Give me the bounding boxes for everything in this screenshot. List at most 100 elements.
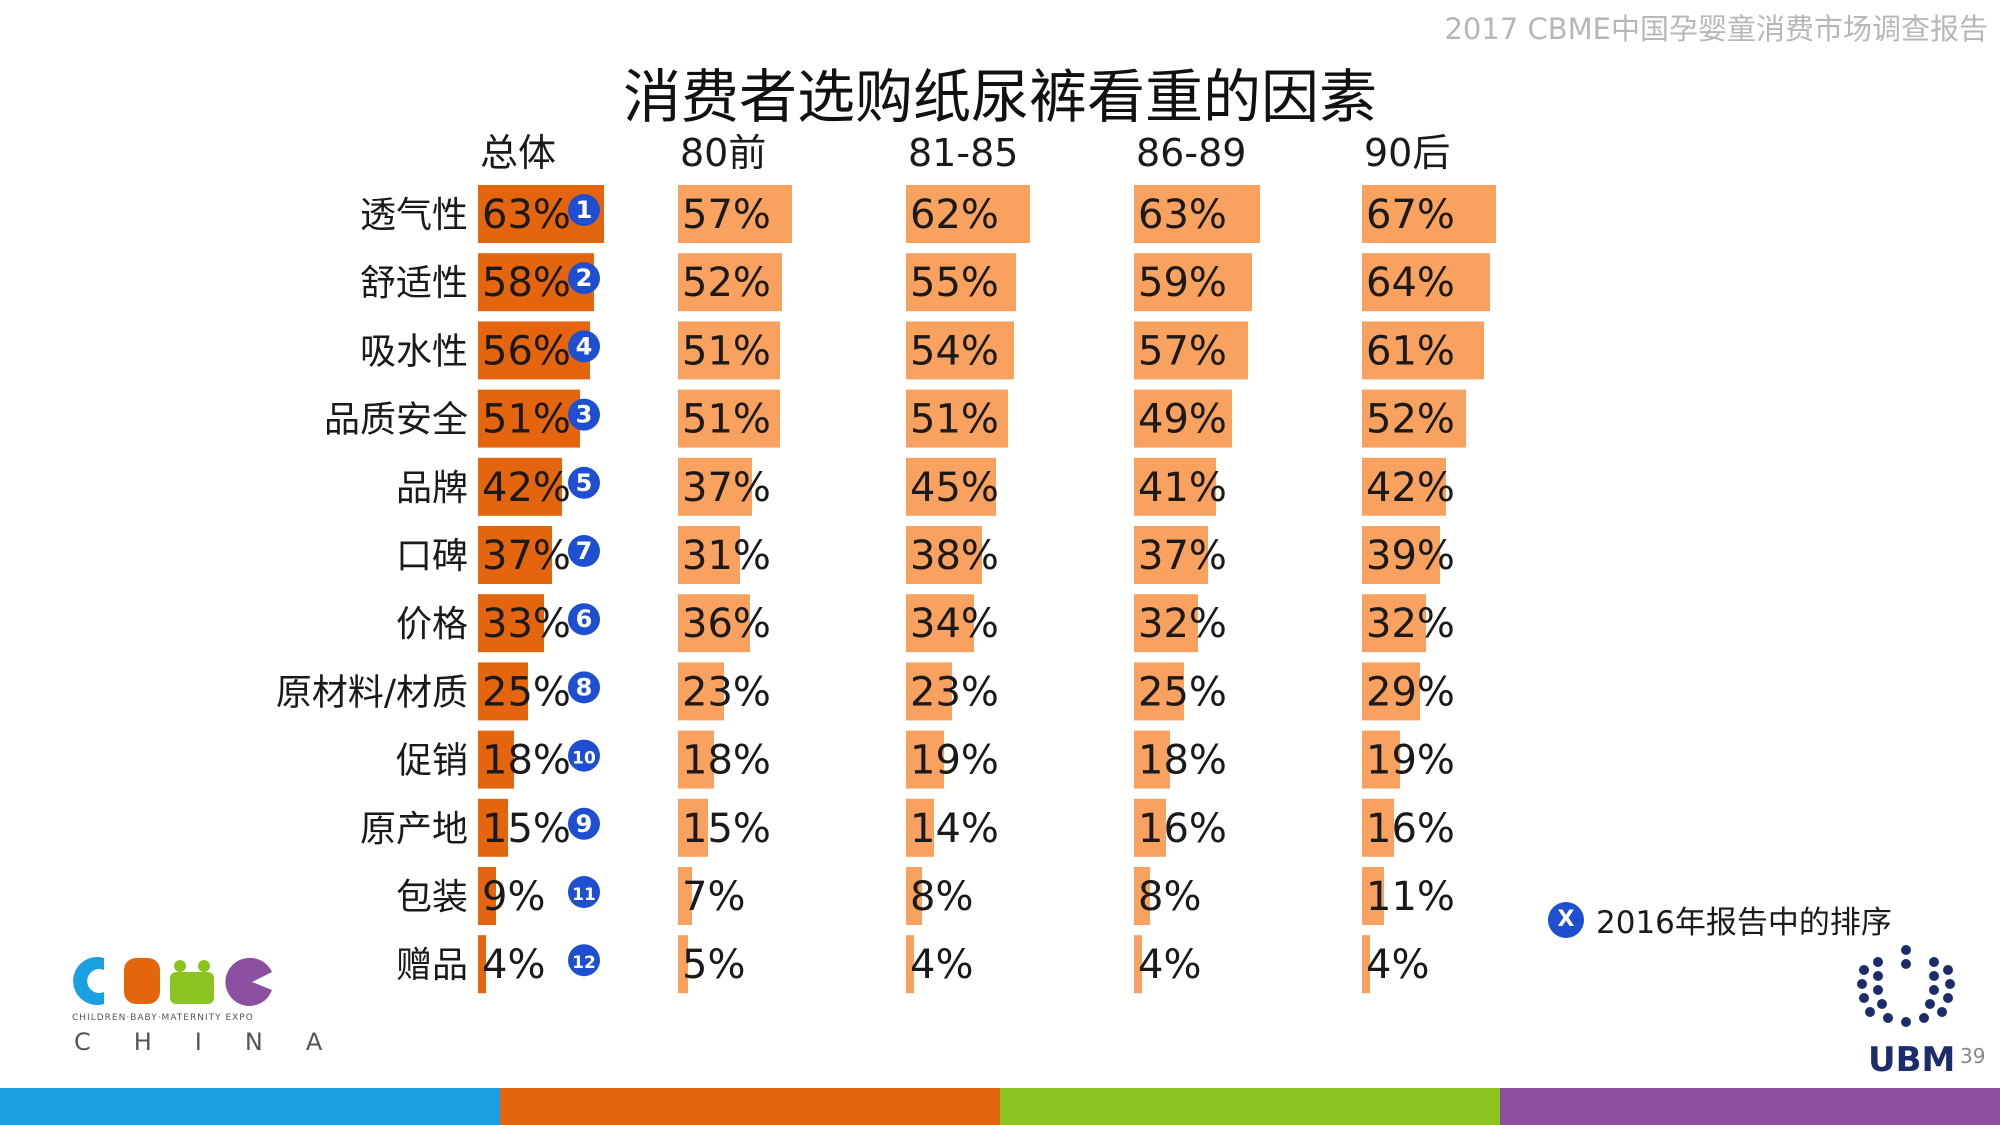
bar [906,185,1030,243]
bar [678,594,750,653]
data-label: 45% [910,465,999,511]
data-label: 19% [910,738,999,784]
rank-badge-number: 3 [576,401,593,429]
cbme-logo-mark [73,957,272,1006]
data-label: 14% [910,806,999,852]
rank-badge-number: 7 [576,537,593,565]
bar [1134,730,1170,789]
data-label: 9% [482,874,545,920]
bar [906,389,1008,448]
category-label: 包装 [396,877,468,918]
data-label: 62% [910,192,999,238]
cbme-logo-subtitle: CHILDREN·BABY·MATERNITY EXPO [72,1013,254,1023]
bar [1362,185,1496,243]
bar [1134,662,1184,721]
chart-title: 消费者选购纸尿裤看重的因素 [622,63,1377,131]
data-label: 15% [682,806,771,852]
data-label: 42% [1366,465,1455,511]
bar [1134,526,1208,584]
data-label: 7% [682,874,745,920]
bar [678,526,740,584]
bar [1362,594,1426,653]
ubm-logo: UBM [1838,940,1978,1090]
rank-badge [568,944,600,977]
data-label: 31% [682,533,771,579]
bar [678,935,688,994]
rank-badge [568,876,600,908]
data-label: 4% [482,942,545,988]
data-label: 52% [682,260,771,306]
legend-rank-badge: X [1548,901,1584,938]
rank-badge-number: 11 [572,885,596,905]
bar [906,867,922,925]
data-label: 18% [482,738,571,784]
bar [906,594,974,653]
data-label: 18% [1138,738,1227,784]
data-label: 52% [1366,397,1455,443]
data-label: 4% [1138,942,1201,988]
data-label: 59% [1138,260,1227,306]
bar [906,730,944,789]
rank-badge-number: 1 [576,196,593,224]
data-label: 37% [1138,533,1227,579]
bar [1362,253,1490,312]
rank-badge [568,671,600,704]
data-label: 8% [910,874,973,920]
category-label: 原材料/材质 [276,672,468,713]
category-label: 口碑 [396,536,468,577]
bar [1134,594,1198,653]
bar [1134,935,1142,994]
data-label: 58% [482,260,571,306]
data-label: 23% [682,669,771,715]
bar [906,798,934,857]
data-label: 5% [682,942,745,988]
ubm-logo-mark [1857,945,1955,1027]
cbme-logo: CHILDREN·BABY·MATERNITY EXPO CHINA [66,950,322,1060]
bar [678,253,782,312]
rank-badge [568,535,600,567]
bar [478,730,514,789]
bar [1362,730,1400,789]
bar [1134,457,1216,516]
rank-badge-number: 6 [576,605,593,633]
series-header: 总体 [480,131,556,175]
category-label: 品质安全 [324,400,468,441]
data-label: 11% [1366,874,1455,920]
data-label: 63% [1138,192,1227,238]
bar [478,594,544,653]
rank-badge [568,262,600,295]
rank-badge [568,807,600,840]
rank-badge [568,466,600,499]
bar [478,457,562,516]
category-label: 透气性 [360,195,468,236]
bar [1134,867,1150,925]
bar [678,867,692,925]
bar [1362,798,1394,857]
data-label: 67% [1366,192,1455,238]
bar [906,253,1016,312]
rank-badge-number: 2 [576,264,593,292]
rank-badge-number: 12 [572,953,596,973]
data-label: 23% [910,669,999,715]
category-label: 赠品 [396,945,468,986]
bar [478,867,496,925]
category-label: 舒适性 [360,263,468,304]
bar [906,935,914,994]
data-label: 18% [682,738,771,784]
rank-badge-number: 9 [576,810,593,838]
bar [678,798,708,857]
data-label: 39% [1366,533,1455,579]
data-label: 37% [682,465,771,511]
data-label: 54% [910,328,999,374]
bar [478,935,486,994]
category-label: 原产地 [360,809,468,850]
legend-label: 2016年报告中的排序 [1596,905,1892,941]
data-label: 51% [682,328,771,374]
category-label: 吸水性 [360,331,468,372]
data-label: 51% [910,397,999,443]
data-label: 19% [1366,738,1455,784]
data-label: 51% [482,397,571,443]
data-label: 57% [682,192,771,238]
data-label: 8% [1138,874,1201,920]
rank-badge [568,603,600,636]
